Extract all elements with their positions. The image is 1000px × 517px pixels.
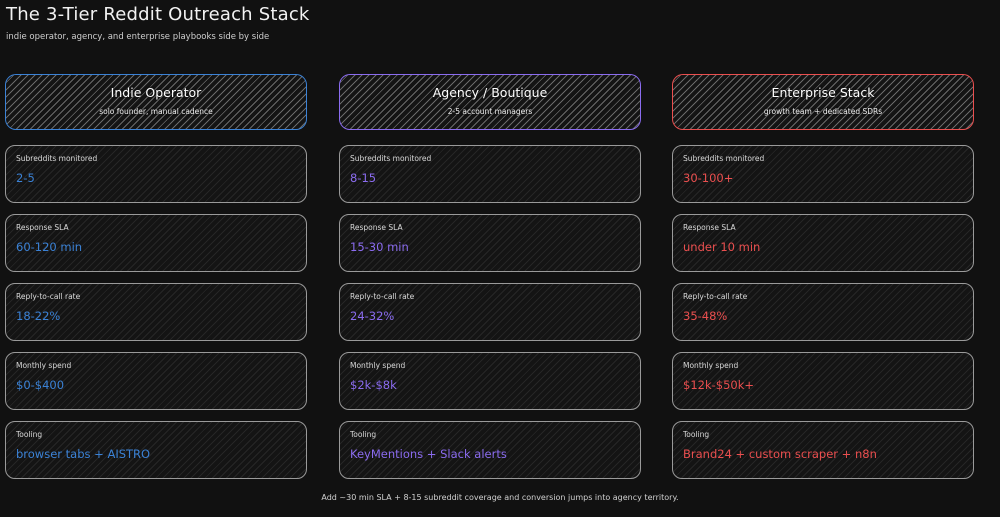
tier-header-enterprise: Enterprise Stack growth team + dedicated…: [672, 74, 974, 130]
metric-card-tooling: Tooling browser tabs + AISTRO: [5, 421, 307, 479]
metric-card-tooling: Tooling Brand24 + custom scraper + n8n: [672, 421, 974, 479]
metric-label: Reply-to-call rate: [350, 292, 415, 301]
tier-column-agency: Agency / Boutique 2-5 account managers S…: [339, 74, 641, 479]
tier-name: Indie Operator: [110, 85, 202, 100]
metric-label: Tooling: [16, 430, 43, 439]
metric-card-reply-rate: Reply-to-call rate 35-48%: [672, 283, 974, 341]
metric-label: Tooling: [350, 430, 377, 439]
metric-label: Monthly spend: [683, 361, 739, 370]
metric-card-monthly-spend: Monthly spend $0-$400: [5, 352, 307, 410]
tier-description: 2-5 account managers: [447, 107, 533, 116]
metric-value: 2-5: [16, 171, 35, 185]
metric-card-monthly-spend: Monthly spend $12k-$50k+: [672, 352, 974, 410]
metric-label: Subreddits monitored: [16, 154, 98, 163]
metric-value: browser tabs + AISTRO: [16, 447, 151, 461]
metric-label: Response SLA: [683, 223, 736, 232]
metric-card-subreddits: Subreddits monitored 30-100+: [672, 145, 974, 203]
metric-label: Tooling: [683, 430, 710, 439]
metric-value: 35-48%: [683, 309, 728, 323]
metric-label: Monthly spend: [16, 361, 72, 370]
page-subtitle: indie operator, agency, and enterprise p…: [6, 32, 270, 42]
metric-value: 24-32%: [350, 309, 395, 323]
metric-card-response-sla: Response SLA under 10 min: [672, 214, 974, 272]
tier-column-indie: Indie Operator solo founder, manual cade…: [5, 74, 307, 479]
metric-card-reply-rate: Reply-to-call rate 24-32%: [339, 283, 641, 341]
metric-value: 15-30 min: [350, 240, 409, 254]
metric-card-monthly-spend: Monthly spend $2k-$8k: [339, 352, 641, 410]
metric-label: Subreddits monitored: [683, 154, 765, 163]
metric-card-tooling: Tooling KeyMentions + Slack alerts: [339, 421, 641, 479]
tier-header-indie: Indie Operator solo founder, manual cade…: [5, 74, 307, 130]
metric-value: 60-120 min: [16, 240, 83, 254]
metric-card-response-sla: Response SLA 15-30 min: [339, 214, 641, 272]
metric-card-response-sla: Response SLA 60-120 min: [5, 214, 307, 272]
metric-label: Response SLA: [350, 223, 403, 232]
metric-value: Brand24 + custom scraper + n8n: [683, 447, 877, 461]
metric-value: $0-$400: [16, 378, 65, 392]
metric-value: 8-15: [350, 171, 377, 185]
metric-card-subreddits: Subreddits monitored 8-15: [339, 145, 641, 203]
metric-label: Subreddits monitored: [350, 154, 432, 163]
page-title: The 3-Tier Reddit Outreach Stack: [6, 4, 310, 25]
metric-label: Reply-to-call rate: [16, 292, 81, 301]
tier-name: Agency / Boutique: [432, 85, 548, 100]
metric-label: Reply-to-call rate: [683, 292, 748, 301]
metric-value: $12k-$50k+: [683, 378, 755, 392]
tier-header-agency: Agency / Boutique 2-5 account managers: [339, 74, 641, 130]
tier-description: solo founder, manual cadence: [99, 107, 213, 116]
tier-column-enterprise: Enterprise Stack growth team + dedicated…: [672, 74, 974, 479]
metric-value: KeyMentions + Slack alerts: [350, 447, 507, 461]
metric-card-reply-rate: Reply-to-call rate 18-22%: [5, 283, 307, 341]
tier-name: Enterprise Stack: [771, 85, 875, 100]
metric-value: 30-100+: [683, 171, 734, 185]
metric-label: Monthly spend: [350, 361, 406, 370]
metric-value: $2k-$8k: [350, 378, 397, 392]
footer-note: Add ~30 min SLA + 8-15 subreddit coverag…: [321, 493, 679, 502]
metric-value: under 10 min: [683, 240, 761, 254]
metric-value: 18-22%: [16, 309, 61, 323]
metric-label: Response SLA: [16, 223, 69, 232]
tier-description: growth team + dedicated SDRs: [763, 107, 883, 116]
metric-card-subreddits: Subreddits monitored 2-5: [5, 145, 307, 203]
